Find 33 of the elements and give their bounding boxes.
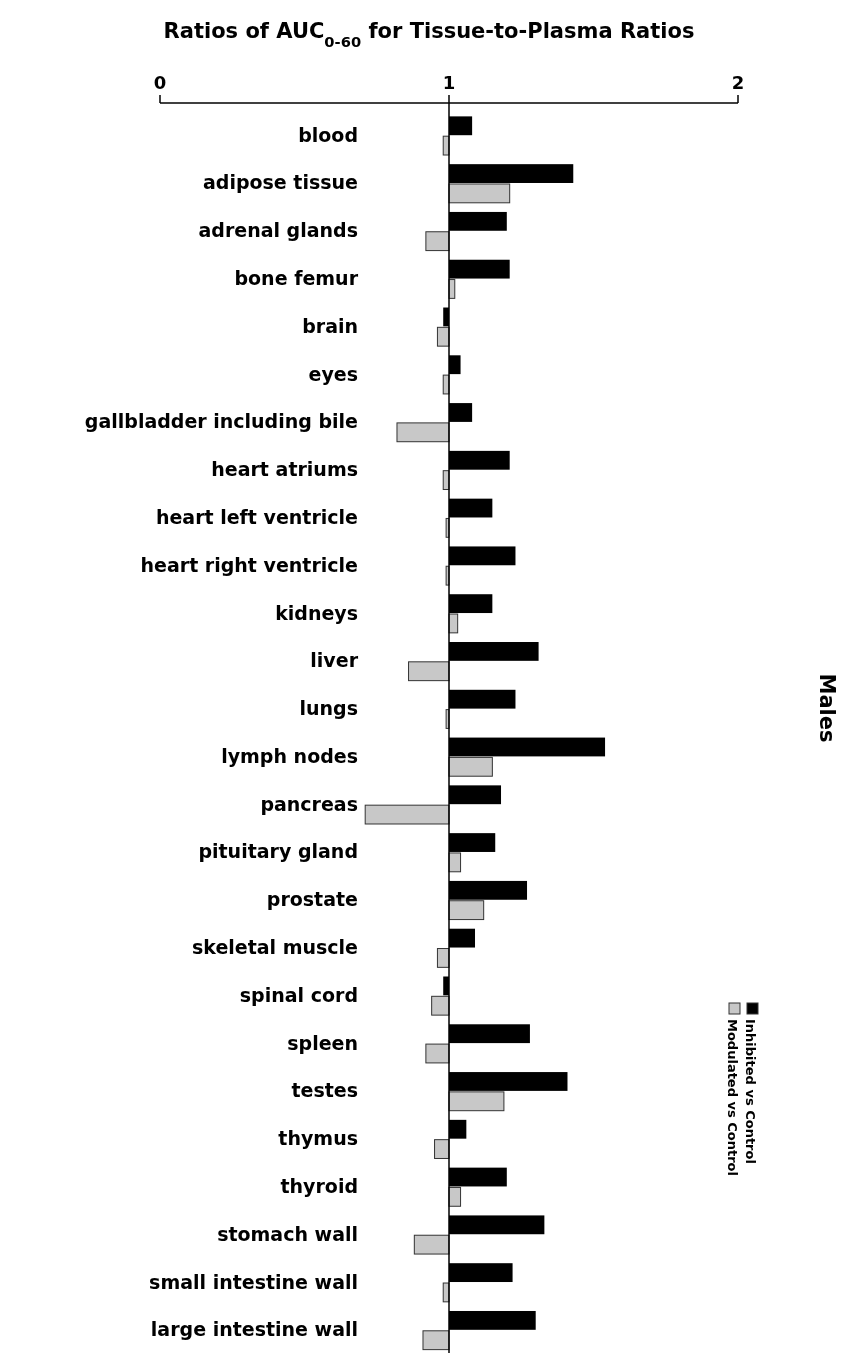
y-tick-label: testes [291, 1079, 358, 1102]
y-tick-label: bone femur [234, 267, 359, 290]
y-tick-label: stomach wall [217, 1222, 358, 1245]
y-tick-label: spinal cord [239, 983, 358, 1006]
y-tick-label: pancreas [260, 792, 358, 815]
legend-label: Modulated vs Control [724, 1019, 740, 1176]
x-tick-label: 2 [731, 72, 745, 93]
chart-title: Ratios of AUC$_{0-60}$ for Tissue-to-Plasma Ratios [163, 19, 695, 50]
x-tick-label: 0 [153, 72, 167, 93]
y-tick-label: liver [310, 649, 359, 672]
y-tick-label: lymph nodes [221, 744, 358, 767]
y-tick-label: skeletal muscle [191, 936, 358, 959]
y-tick-label: brain [302, 314, 358, 337]
y-tick-label: prostate [266, 888, 358, 911]
y-tick-label: pituitary gland [198, 840, 358, 863]
y-tick-label: small intestine wall [149, 1270, 358, 1293]
y-tick-label: eyes [308, 362, 358, 385]
y-tick-label: large intestine wall [150, 1318, 358, 1341]
y-tick-label: spleen [287, 1031, 358, 1054]
y-tick-label: heart left ventricle [155, 505, 358, 528]
y-tick-label: adrenal glands [198, 219, 358, 242]
legend-label: Inhibited vs Control [742, 1019, 758, 1164]
y-tick-label: heart right ventricle [140, 553, 358, 576]
y-tick-label: thyroid [280, 1174, 358, 1197]
y-tick-label: kidneys [275, 601, 358, 624]
y-tick-label: lungs [299, 697, 358, 720]
y-tick-label: gallbladder including bile [84, 410, 358, 433]
y-tick-label: adipose tissue [202, 171, 358, 194]
y-tick-label: thymus [278, 1127, 358, 1150]
y-tick-label: blood [298, 123, 358, 146]
x-tick-label: 1 [442, 72, 456, 93]
y-tick-label: heart atriums [211, 458, 358, 481]
y-axis-title: Males [815, 673, 839, 743]
